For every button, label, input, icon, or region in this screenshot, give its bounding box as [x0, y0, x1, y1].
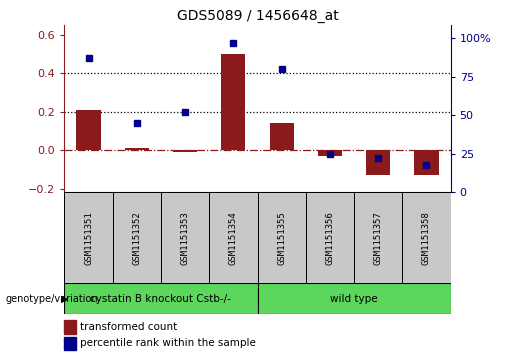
- Text: cystatin B knockout Cstb-/-: cystatin B knockout Cstb-/-: [91, 294, 231, 303]
- Text: GSM1151354: GSM1151354: [229, 211, 238, 265]
- Bar: [113, 192, 161, 283]
- Text: percentile rank within the sample: percentile rank within the sample: [80, 338, 256, 348]
- Text: genotype/variation: genotype/variation: [5, 294, 98, 303]
- Text: ▶: ▶: [61, 294, 68, 303]
- Text: transformed count: transformed count: [80, 322, 177, 332]
- Text: GSM1151352: GSM1151352: [132, 211, 141, 265]
- Bar: [306, 192, 354, 283]
- Bar: [76, 110, 100, 150]
- Bar: [269, 123, 294, 150]
- Bar: [161, 192, 209, 283]
- Text: GSM1151355: GSM1151355: [277, 211, 286, 265]
- Bar: [64, 192, 113, 283]
- Bar: [173, 150, 197, 152]
- Bar: [258, 192, 306, 283]
- Text: GSM1151356: GSM1151356: [325, 211, 334, 265]
- Bar: [258, 283, 451, 314]
- Bar: [415, 150, 439, 175]
- Bar: [125, 148, 149, 150]
- Bar: [354, 192, 402, 283]
- Bar: [209, 192, 258, 283]
- Text: GSM1151358: GSM1151358: [422, 211, 431, 265]
- Bar: [402, 192, 451, 283]
- Text: GSM1151353: GSM1151353: [181, 211, 190, 265]
- Bar: [64, 283, 258, 314]
- Text: GSM1151351: GSM1151351: [84, 211, 93, 265]
- Bar: [221, 54, 246, 150]
- Title: GDS5089 / 1456648_at: GDS5089 / 1456648_at: [177, 9, 338, 23]
- Bar: [366, 150, 390, 175]
- Text: wild type: wild type: [330, 294, 378, 303]
- Bar: [318, 150, 342, 156]
- Text: GSM1151357: GSM1151357: [374, 211, 383, 265]
